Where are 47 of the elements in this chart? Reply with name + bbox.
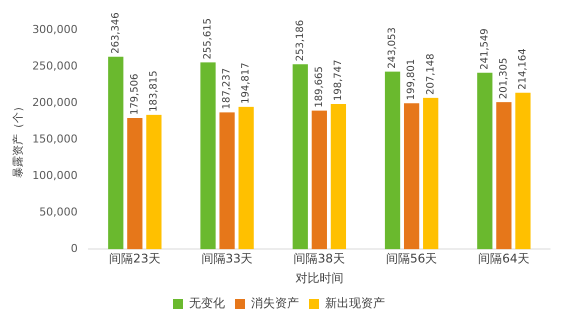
y-axis-title: 暴露资产（个） — [11, 101, 24, 178]
bar — [477, 72, 492, 250]
y-tick-label: 200,000 — [32, 96, 78, 109]
bar — [219, 112, 235, 250]
data-label: 214,164 — [518, 48, 529, 90]
bar — [330, 104, 346, 250]
bar — [312, 110, 327, 250]
data-label: 241,549 — [479, 28, 490, 70]
data-label: 263,346 — [110, 12, 122, 54]
bar — [292, 64, 308, 250]
bar — [496, 102, 512, 250]
y-tick-label: 300,000 — [32, 22, 78, 36]
bar — [108, 56, 124, 250]
bar — [200, 62, 216, 250]
data-label: 194,817 — [240, 62, 252, 104]
data-label: 201,305 — [498, 58, 510, 100]
data-label: 255,615 — [202, 18, 214, 60]
data-label: 179,506 — [129, 74, 140, 116]
data-label: 198,747 — [333, 60, 344, 101]
legend-label: 新出现资产 — [325, 296, 385, 310]
x-tick-label: 间隔23天 — [109, 252, 160, 266]
data-label: 183,815 — [148, 70, 160, 112]
y-tick-label: 100,000 — [32, 168, 78, 182]
y-tick-label: 250,000 — [32, 59, 78, 72]
x-tick-label: 间隔38天 — [294, 252, 345, 266]
x-axis-title: 对比时间 — [295, 270, 344, 285]
bar — [238, 106, 254, 250]
data-label: 253,186 — [294, 20, 306, 62]
x-tick-label: 间隔56天 — [386, 252, 438, 266]
bar — [423, 98, 438, 250]
y-tick-label: 150,000 — [32, 132, 78, 146]
y-tick-label: 0 — [70, 242, 78, 256]
data-label: 189,665 — [314, 66, 325, 108]
bar — [146, 114, 162, 250]
bar — [384, 72, 400, 250]
legend-label: 消失资产 — [251, 296, 299, 310]
data-label: 199,801 — [406, 58, 418, 100]
x-tick-label: 间隔33天 — [201, 252, 253, 266]
legend-label: 无变化 — [189, 296, 225, 310]
y-tick-label: 50,000 — [39, 206, 78, 219]
bar — [127, 118, 142, 250]
bar — [404, 103, 420, 250]
data-label: 207,148 — [425, 53, 436, 95]
data-label: 243,053 — [387, 27, 398, 69]
data-label: 187,237 — [222, 68, 233, 110]
bar — [515, 92, 531, 250]
x-tick-label: 间隔64天 — [478, 252, 530, 266]
